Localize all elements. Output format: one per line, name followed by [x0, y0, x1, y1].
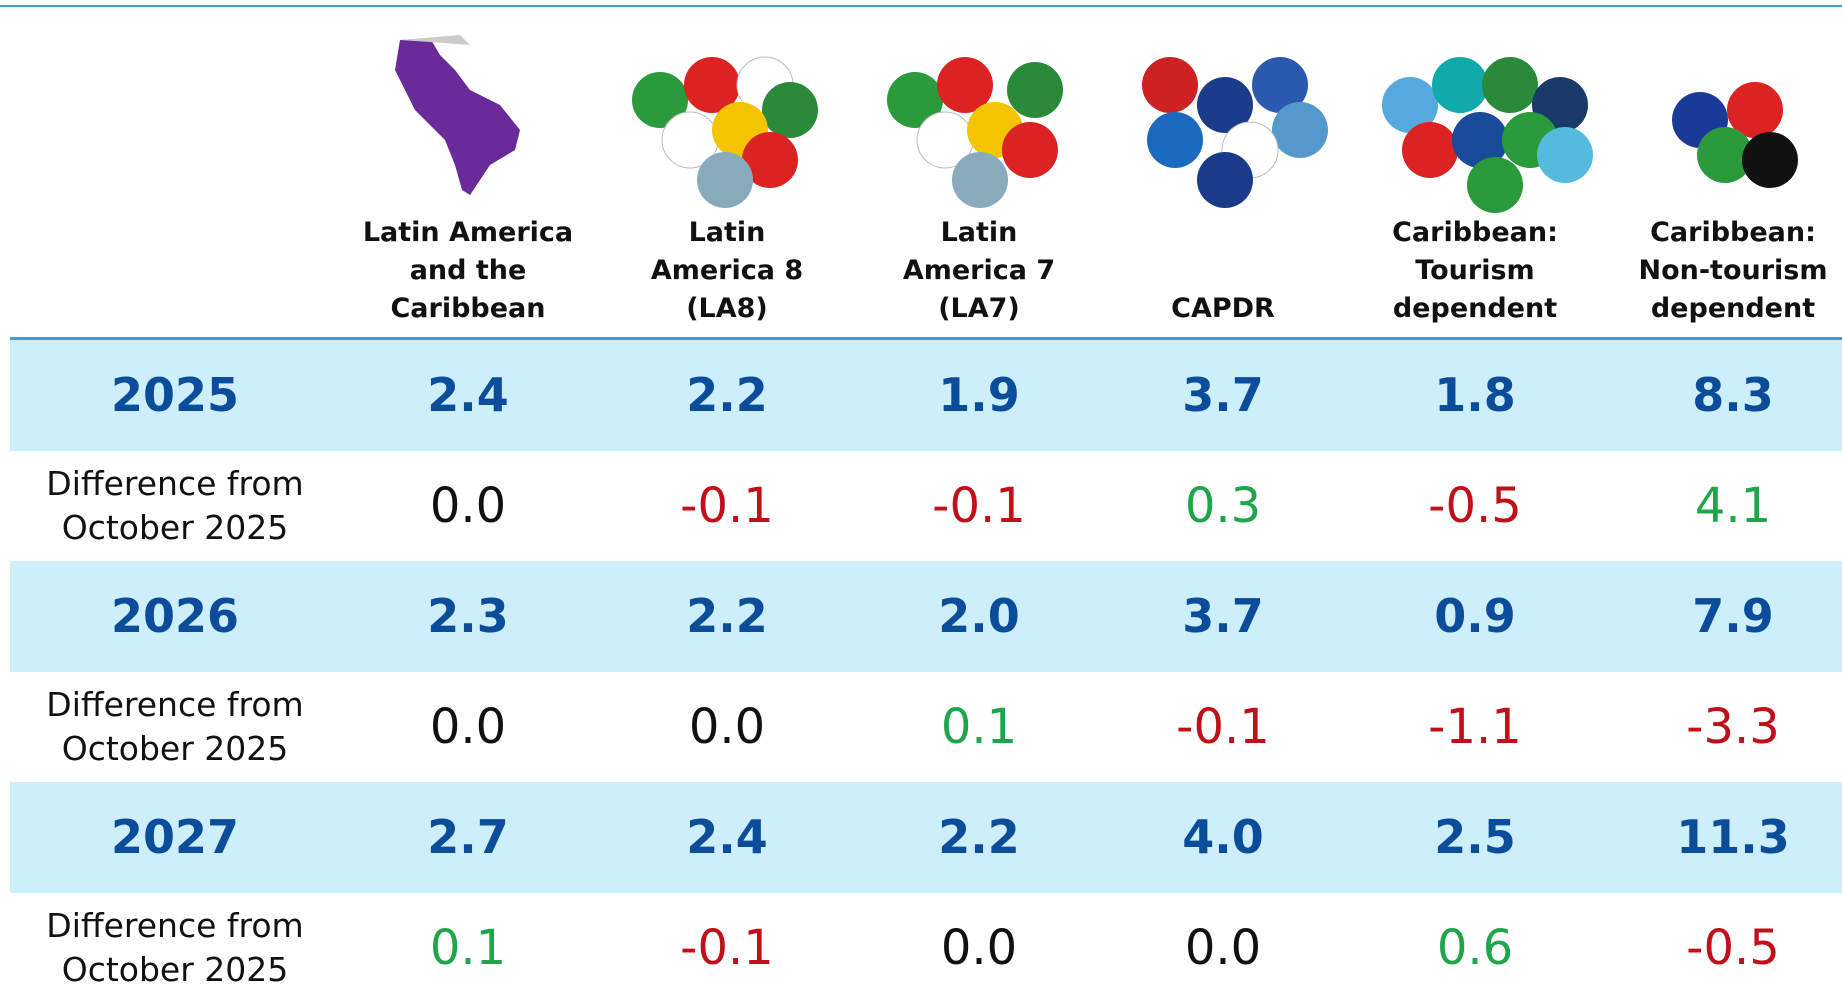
- value-cell: 11.3: [1608, 782, 1842, 893]
- value-cell: 0.3: [1103, 451, 1343, 562]
- value-cell: 3.7: [1103, 561, 1343, 672]
- value-cell: 0.0: [602, 672, 852, 783]
- value-cell: 2.4: [602, 782, 852, 893]
- value-cell: 4.1: [1608, 451, 1842, 562]
- value-cell: 2.4: [343, 340, 593, 451]
- column-header: Latin America 8 (LA8): [602, 200, 852, 328]
- value-cell: 0.0: [859, 893, 1099, 1003]
- column-header: Latin America and the Caribbean: [343, 200, 593, 328]
- flags-tourism: [1382, 57, 1593, 213]
- value-cell: -1.1: [1350, 672, 1600, 783]
- value-cell: -0.1: [602, 893, 852, 1003]
- value-cell: 0.0: [343, 451, 593, 562]
- column-header: CAPDR: [1103, 200, 1343, 328]
- value-cell: -0.1: [859, 451, 1099, 562]
- value-cell: 2.5: [1350, 782, 1600, 893]
- row-label: 2026: [20, 561, 330, 672]
- row-label: 2027: [20, 782, 330, 893]
- flags-non-tourism: [1672, 82, 1798, 188]
- flags-la7: [887, 57, 1063, 208]
- value-cell: 7.9: [1608, 561, 1842, 672]
- value-cell: -0.1: [1103, 672, 1343, 783]
- value-cell: 1.9: [859, 340, 1099, 451]
- value-cell: 2.2: [602, 340, 852, 451]
- value-cell: 2.7: [343, 782, 593, 893]
- value-cell: 0.0: [1103, 893, 1343, 1003]
- value-cell: 1.8: [1350, 340, 1600, 451]
- value-cell: 0.6: [1350, 893, 1600, 1003]
- value-cell: -3.3: [1608, 672, 1842, 783]
- map-icon: [395, 38, 520, 195]
- column-header: Caribbean: Tourism dependent: [1350, 200, 1600, 328]
- value-cell: 2.3: [343, 561, 593, 672]
- value-cell: 2.2: [602, 561, 852, 672]
- value-cell: 2.2: [859, 782, 1099, 893]
- flags-la8: [632, 57, 818, 208]
- row-label: Difference from October 2025: [20, 893, 330, 1003]
- value-cell: -0.1: [602, 451, 852, 562]
- row-label: Difference from October 2025: [20, 672, 330, 783]
- value-cell: 0.1: [859, 672, 1099, 783]
- value-cell: 0.0: [343, 672, 593, 783]
- value-cell: 4.0: [1103, 782, 1343, 893]
- top-rule: [0, 5, 1842, 7]
- column-header: Caribbean: Non-tourism dependent: [1608, 200, 1842, 328]
- value-cell: 0.1: [343, 893, 593, 1003]
- row-label: Difference from October 2025: [20, 451, 330, 562]
- value-cell: 0.9: [1350, 561, 1600, 672]
- value-cell: 2.0: [859, 561, 1099, 672]
- column-header: Latin America 7 (LA7): [859, 200, 1099, 328]
- value-cell: -0.5: [1350, 451, 1600, 562]
- value-cell: -0.5: [1608, 893, 1842, 1003]
- value-cell: 8.3: [1608, 340, 1842, 451]
- row-label: 2025: [20, 340, 330, 451]
- flags-capdr: [1142, 57, 1328, 208]
- value-cell: 3.7: [1103, 340, 1343, 451]
